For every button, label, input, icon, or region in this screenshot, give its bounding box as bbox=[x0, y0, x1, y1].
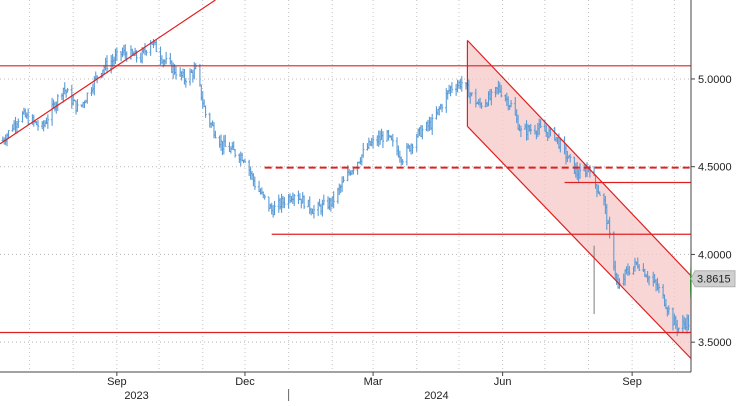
x-tick-label: Sep bbox=[107, 376, 127, 388]
last-price-badge bbox=[690, 270, 736, 288]
x-tick-label: Jun bbox=[494, 376, 512, 388]
y-tick-label: 4.0000 bbox=[698, 249, 732, 261]
channel-lower-line bbox=[466, 125, 691, 360]
x-year-label: 2023 bbox=[124, 390, 148, 401]
y-tick-label: 4.5000 bbox=[698, 162, 732, 174]
channel-upper-line bbox=[466, 39, 691, 277]
x-tick-label: Dec bbox=[235, 376, 255, 388]
last-price-label: 3.8615 bbox=[697, 274, 731, 286]
trend-channel bbox=[467, 40, 691, 359]
uptrend-line bbox=[0, 0, 216, 145]
y-tick-label: 3.5000 bbox=[698, 337, 732, 349]
x-tick-label: Sep bbox=[622, 376, 642, 388]
y-tick-label: 5.0000 bbox=[698, 74, 732, 86]
x-tick-label: Mar bbox=[364, 376, 383, 388]
channel-fill bbox=[467, 40, 691, 359]
annotation-lines bbox=[0, 0, 691, 360]
x-year-label: 2024 bbox=[424, 390, 448, 401]
price-series bbox=[1, 38, 690, 337]
